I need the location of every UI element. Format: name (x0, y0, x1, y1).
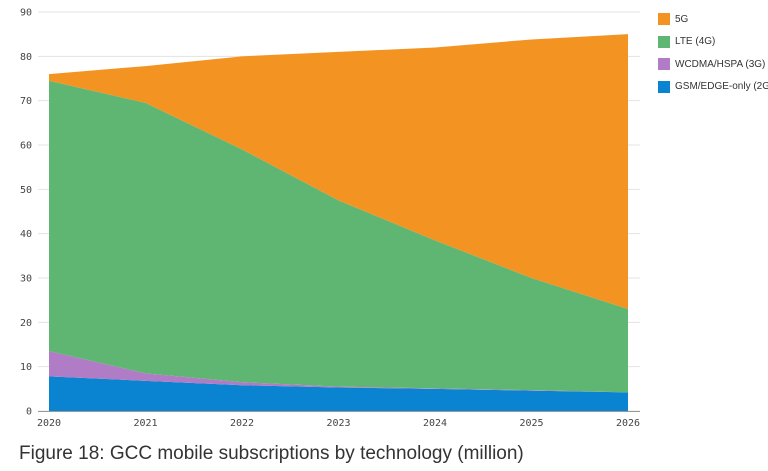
y-tick-label: 80 (20, 52, 32, 63)
legend-item: WCDMA/HSPA (3G) (658, 53, 768, 76)
x-tick-label: 2020 (37, 418, 61, 429)
legend-swatch (658, 13, 670, 26)
legend-label: WCDMA/HSPA (3G) (675, 58, 766, 70)
area-5g (49, 34, 628, 310)
y-tick-label: 30 (20, 274, 32, 285)
y-tick-label: 50 (20, 185, 32, 196)
legend-swatch (658, 35, 670, 48)
legend-label: 5G (675, 13, 689, 25)
y-tick-label: 60 (20, 141, 32, 152)
legend-swatch (658, 58, 670, 71)
area-lte-4g- (49, 80, 628, 393)
legend-label: LTE (4G) (675, 36, 716, 48)
y-tick-label: 40 (20, 229, 32, 240)
legend-item: 5G (658, 8, 768, 31)
area-wcdma-hspa-3g- (49, 351, 628, 393)
y-tick-label: 10 (20, 362, 32, 373)
area-gsm-edge-only-2g- (49, 376, 628, 411)
legend-swatch (658, 80, 670, 93)
legend-label: GSM/EDGE-only (2G) (675, 81, 768, 93)
legend-item: LTE (4G) (658, 31, 768, 54)
y-tick-label: 90 (20, 8, 32, 19)
x-tick-label: 2024 (423, 418, 447, 429)
legend-item: GSM/EDGE-only (2G) (658, 76, 768, 99)
x-tick-label: 2021 (133, 418, 157, 429)
stacked-area-chart: 0 10 20 30 40 50 60 70 80 90 2020 2021 2022 2023 2024 2… (20, 8, 640, 430)
figure-caption: Figure 18: GCC mobile subscriptions by t… (19, 443, 524, 464)
y-tick-label: 20 (20, 318, 32, 329)
legend: 5G LTE (4G) WCDMA/HSPA (3G) GSM/EDGE-only (… (658, 8, 768, 98)
x-tick-label: 2023 (326, 418, 350, 429)
x-tick-label: 2026 (616, 418, 640, 429)
x-tick-label: 2025 (519, 418, 543, 429)
y-tick-label: 0 (26, 407, 32, 418)
x-tick-label: 2022 (230, 418, 254, 429)
y-tick-label: 70 (20, 96, 32, 107)
